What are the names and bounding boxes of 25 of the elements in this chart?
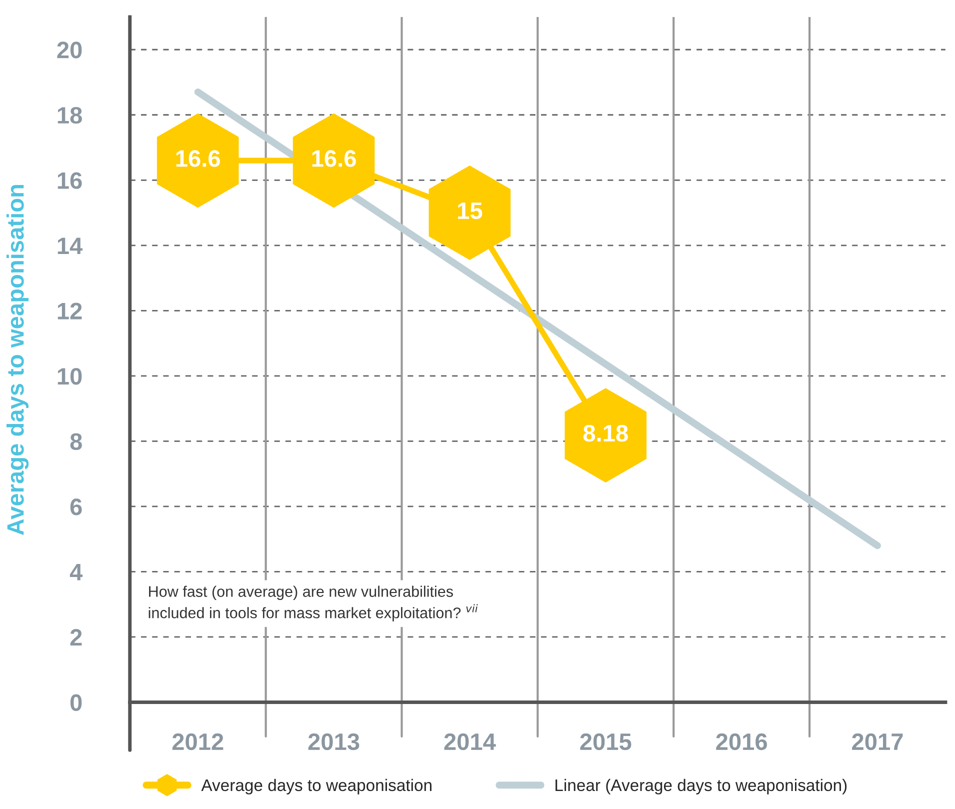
y-tick-label: 2 [70, 629, 82, 646]
y-tick-label: 14 [58, 238, 83, 254]
data-label: 8.18 [583, 424, 628, 442]
annotation: How fast (on average) are new vulnerabilities included in tools for mass market exploitation? $^{vii}$ [148, 586, 478, 622]
x-tick-label: 2013 [308, 733, 360, 750]
x-tick-label: 2014 [444, 733, 496, 750]
y-tick-label: 18 [58, 106, 82, 124]
x-tick-label: 2016 [716, 733, 767, 750]
legend-label: Linear (Average days to weaponisation) [556, 778, 847, 794]
x-tick-label: 2012 [172, 733, 224, 750]
y-tick-label: 6 [70, 498, 82, 516]
x-tick-label: 2017 [852, 733, 903, 750]
x-tick-label: 2015 [580, 733, 632, 750]
y-tick-label: 8 [70, 433, 82, 450]
y-tick-label: 20 [57, 42, 82, 58]
data-label: 16.6 [312, 150, 356, 167]
data-label: 15 [458, 202, 482, 220]
y-tick-label: 10 [58, 368, 82, 385]
y-axis-title: Average days to weaponisation [6, 185, 29, 536]
legend-label: Average days to weaponisation [201, 778, 432, 794]
data-label: 16.6 [176, 150, 220, 167]
y-tick-label: 16 [58, 172, 82, 189]
y-tick-label: 4 [70, 564, 83, 580]
y-tick-label: 12 [58, 302, 82, 320]
y-tick-label: 0 [70, 694, 82, 711]
